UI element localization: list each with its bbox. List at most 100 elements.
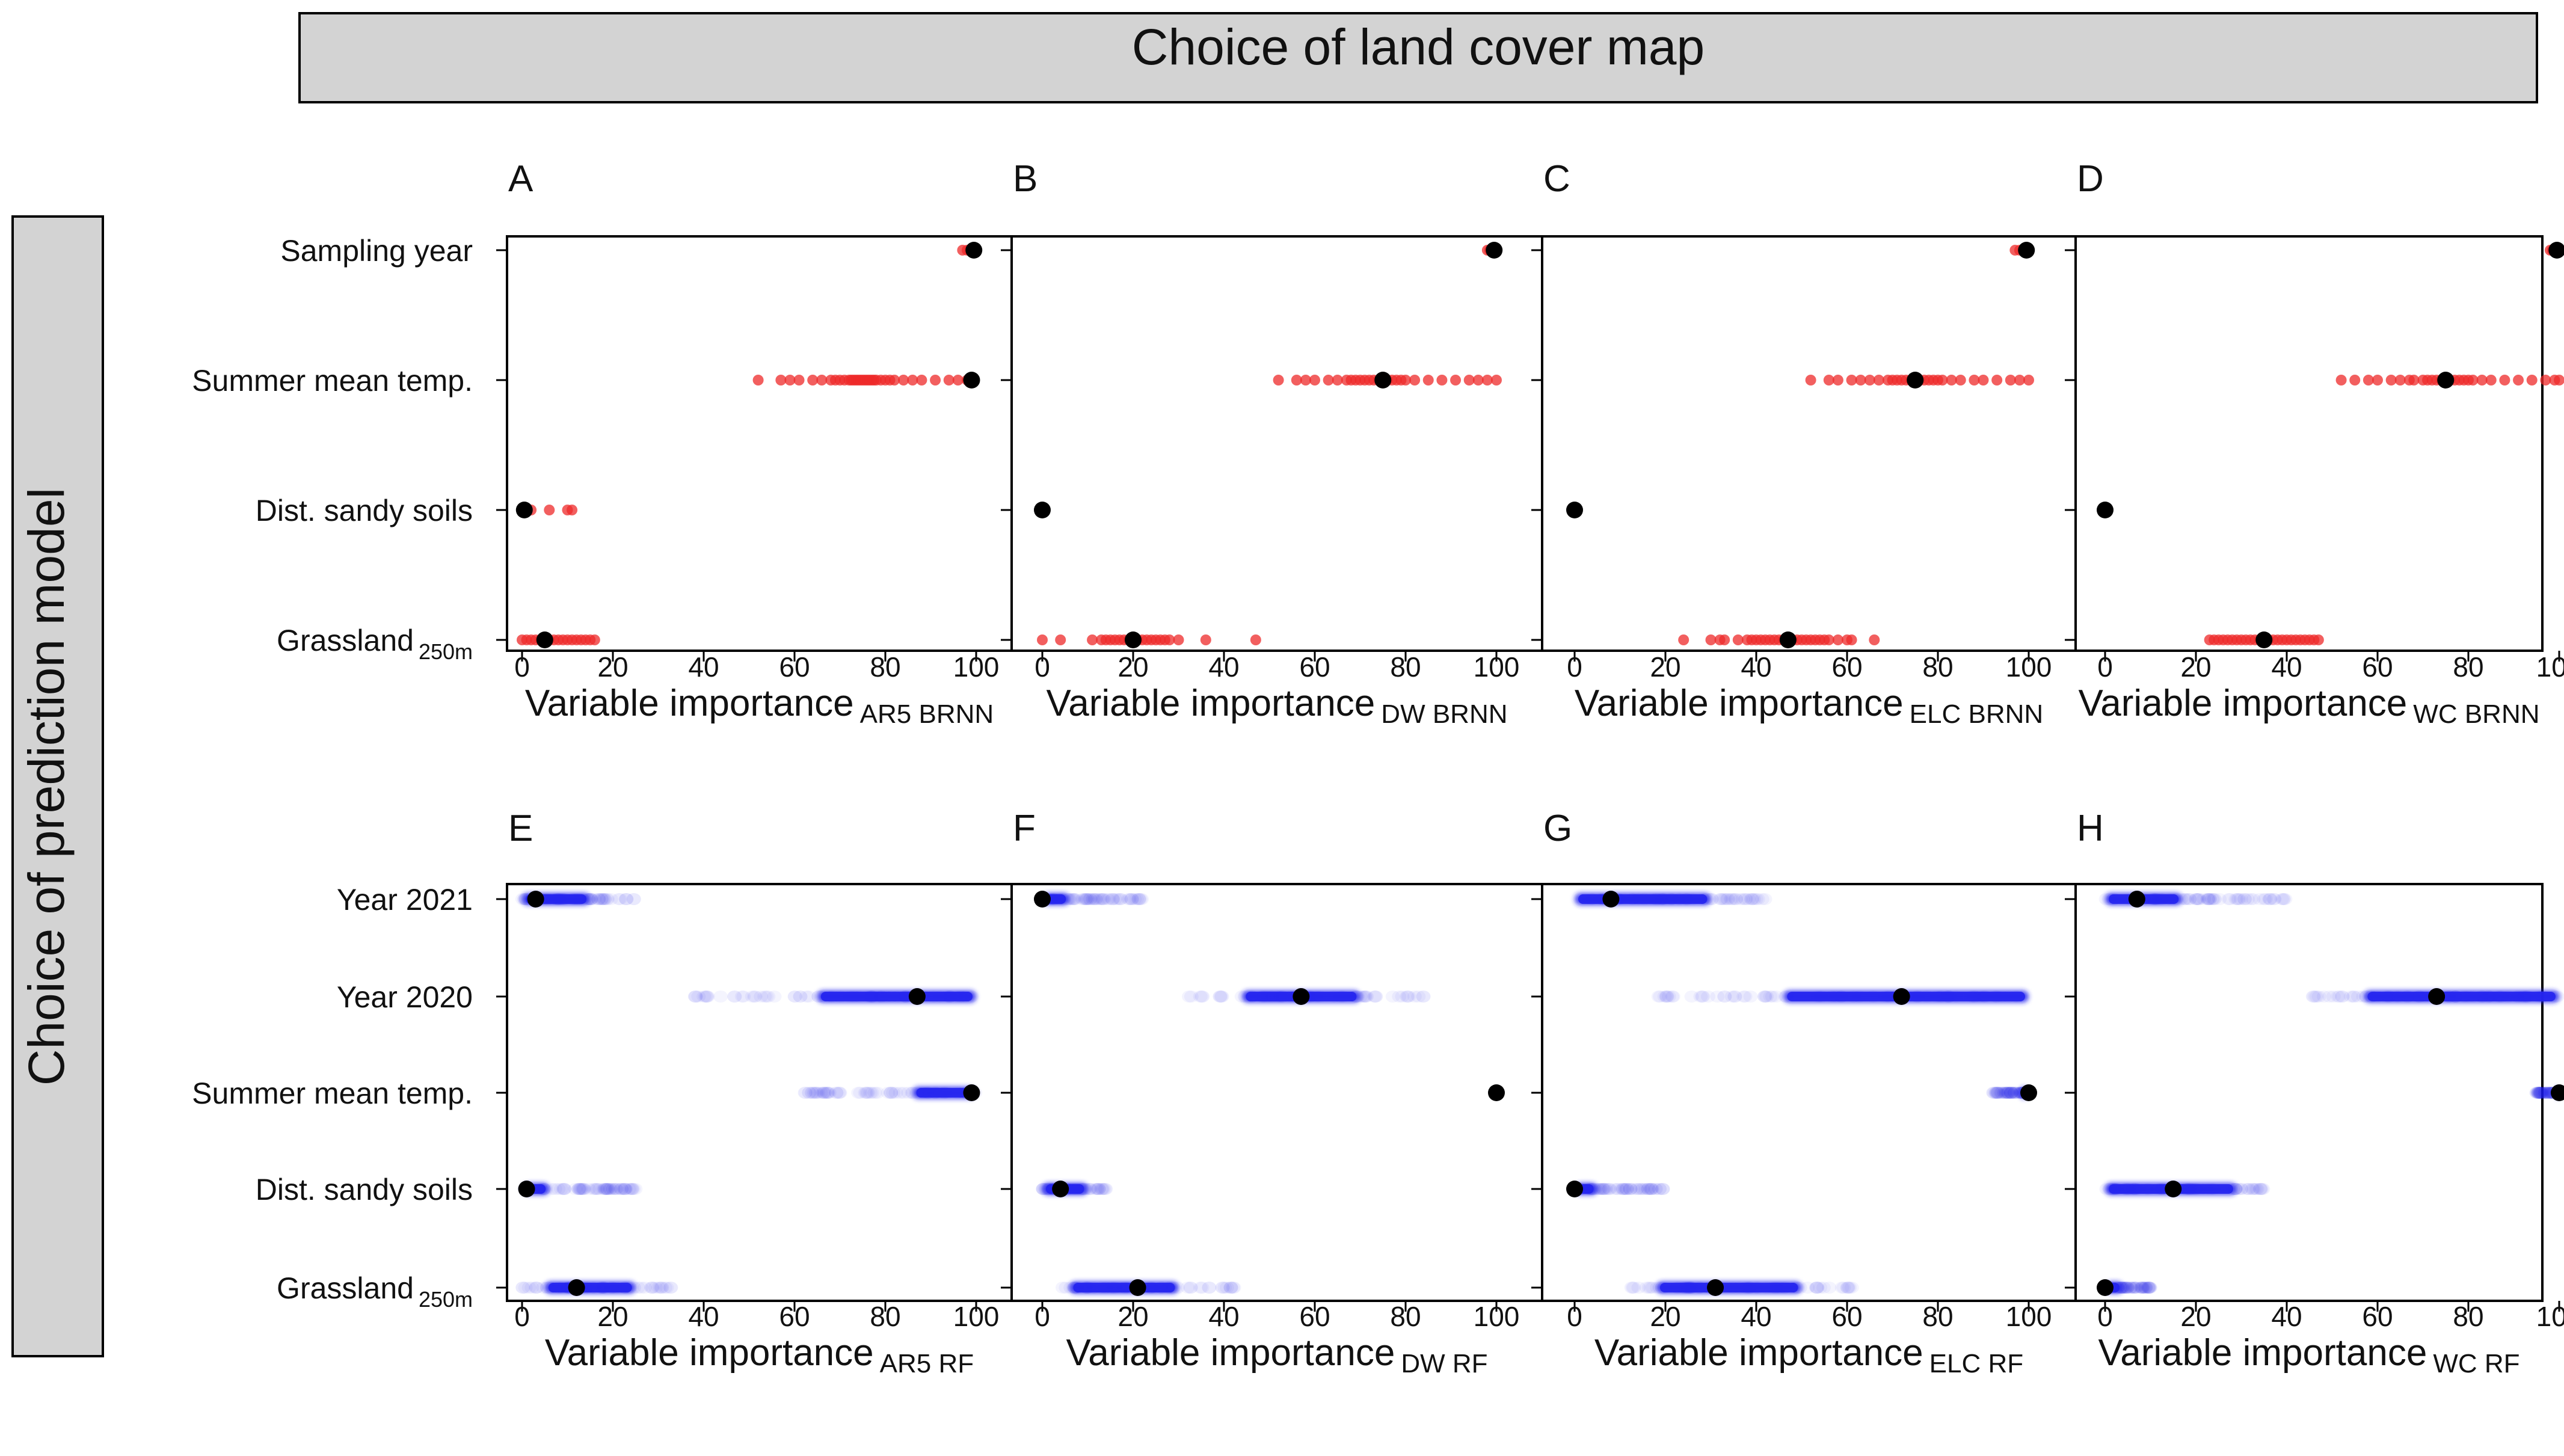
data-point — [628, 1183, 643, 1195]
plot-frame — [1541, 235, 2077, 652]
data-point — [696, 991, 712, 1003]
data-point — [2246, 893, 2261, 905]
data-point — [577, 1183, 592, 1195]
data-point — [2538, 1087, 2553, 1099]
data-point — [2221, 893, 2236, 905]
data-point — [2191, 893, 2206, 905]
data-point — [1226, 1282, 1241, 1294]
panel-letter: A — [508, 158, 533, 200]
data-point — [1757, 991, 1772, 1003]
data-point — [598, 1183, 613, 1195]
data-point — [761, 991, 776, 1003]
data-point — [1193, 991, 1208, 1003]
x-axis-label: Variable importance ELC RF — [1594, 1332, 2023, 1378]
data-point — [688, 991, 703, 1003]
data-point — [544, 505, 555, 515]
data-point — [2008, 1087, 2023, 1099]
data-point — [2513, 375, 2524, 386]
data-point — [822, 1087, 837, 1099]
data-point — [1724, 893, 1739, 905]
data-point — [1223, 1282, 1238, 1294]
x-axis-label-sub: DW RF — [1401, 1349, 1487, 1378]
data-point — [601, 1183, 616, 1195]
panel-letter: C — [1543, 158, 1570, 200]
panel-letter: E — [508, 808, 533, 849]
median-point — [1052, 1181, 1069, 1197]
median-point — [2097, 502, 2114, 518]
data-point — [2135, 1282, 2150, 1294]
data-point — [2536, 1087, 2551, 1099]
data-point — [551, 1183, 566, 1195]
data-point — [1095, 893, 1110, 905]
data-point — [2335, 375, 2347, 386]
data-point — [576, 1183, 591, 1195]
data-point — [2535, 1087, 2550, 1099]
data-point — [1660, 991, 1675, 1003]
data-point — [1842, 1282, 1857, 1294]
data-point — [597, 893, 612, 905]
data-point — [2141, 1282, 2156, 1294]
data-point — [1987, 1087, 2002, 1099]
x-tick-label: 20 — [2180, 651, 2211, 683]
x-tick-label: 0 — [2097, 1301, 2113, 1332]
data-point — [2535, 1087, 2550, 1099]
x-axis-label-main: Variable importance — [2098, 1332, 2427, 1374]
data-point — [2123, 1282, 2138, 1294]
data-point — [2533, 1087, 2548, 1099]
data-point — [2276, 893, 2291, 905]
data-point — [820, 1087, 835, 1099]
data-point — [2231, 893, 2246, 905]
data-point — [659, 1282, 674, 1294]
data-point — [529, 1282, 544, 1294]
data-point — [1088, 1183, 1103, 1195]
data-point — [2363, 375, 2374, 386]
data-point — [653, 1282, 668, 1294]
data-point — [2534, 1087, 2549, 1099]
data-point — [2138, 1282, 2153, 1294]
data-point — [592, 1183, 607, 1195]
y-tick-label-main: Grassland — [277, 1271, 414, 1305]
data-point — [663, 1282, 678, 1294]
data-point — [930, 375, 941, 386]
data-point — [2120, 1282, 2135, 1294]
median-point — [2428, 988, 2446, 1005]
data-point — [1846, 375, 1857, 386]
data-point — [754, 991, 769, 1003]
data-point — [2000, 1087, 2015, 1099]
data-point — [2533, 1087, 2548, 1099]
data-point — [807, 1087, 822, 1099]
data-point — [2241, 1183, 2256, 1195]
data-point — [1083, 1183, 1098, 1195]
data-point — [2538, 1087, 2553, 1099]
plot-frame — [2074, 883, 2544, 1302]
data-point — [775, 375, 787, 386]
x-axis-label: Variable importance DW RF — [1066, 1332, 1488, 1378]
x-tick-label: 80 — [870, 651, 900, 683]
data-point — [2330, 991, 2345, 1003]
data-point — [1758, 991, 1773, 1003]
data-point — [1717, 991, 1732, 1003]
data-point — [1978, 375, 1989, 386]
data-point — [1955, 375, 1966, 386]
data-point — [2003, 1087, 2018, 1099]
median-point — [2255, 631, 2273, 648]
data-point — [884, 1087, 899, 1099]
data-point — [575, 1183, 590, 1195]
x-tick-label: 100 — [2006, 651, 2052, 683]
data-point — [591, 893, 606, 905]
data-point — [1990, 1087, 2005, 1099]
x-tick-label: 80 — [1390, 1301, 1421, 1332]
data-point — [698, 991, 713, 1003]
data-point — [1641, 1183, 1656, 1195]
data-point — [1213, 991, 1228, 1003]
data-point — [2212, 893, 2227, 905]
data-point — [793, 991, 808, 1003]
data-point — [798, 1087, 813, 1099]
data-point — [2000, 1087, 2015, 1099]
data-point — [1629, 1183, 1644, 1195]
data-point — [2201, 893, 2216, 905]
data-point — [2347, 991, 2362, 1003]
data-point — [1655, 1183, 1670, 1195]
